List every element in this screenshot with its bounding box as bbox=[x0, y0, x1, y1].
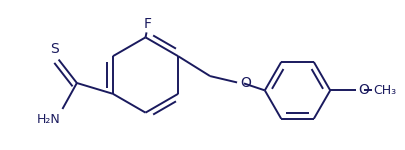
Text: O: O bbox=[240, 76, 251, 90]
Text: CH₃: CH₃ bbox=[373, 84, 396, 97]
Text: O: O bbox=[358, 83, 369, 97]
Text: F: F bbox=[143, 17, 151, 31]
Text: S: S bbox=[50, 42, 59, 56]
Text: H₂N: H₂N bbox=[37, 113, 60, 126]
